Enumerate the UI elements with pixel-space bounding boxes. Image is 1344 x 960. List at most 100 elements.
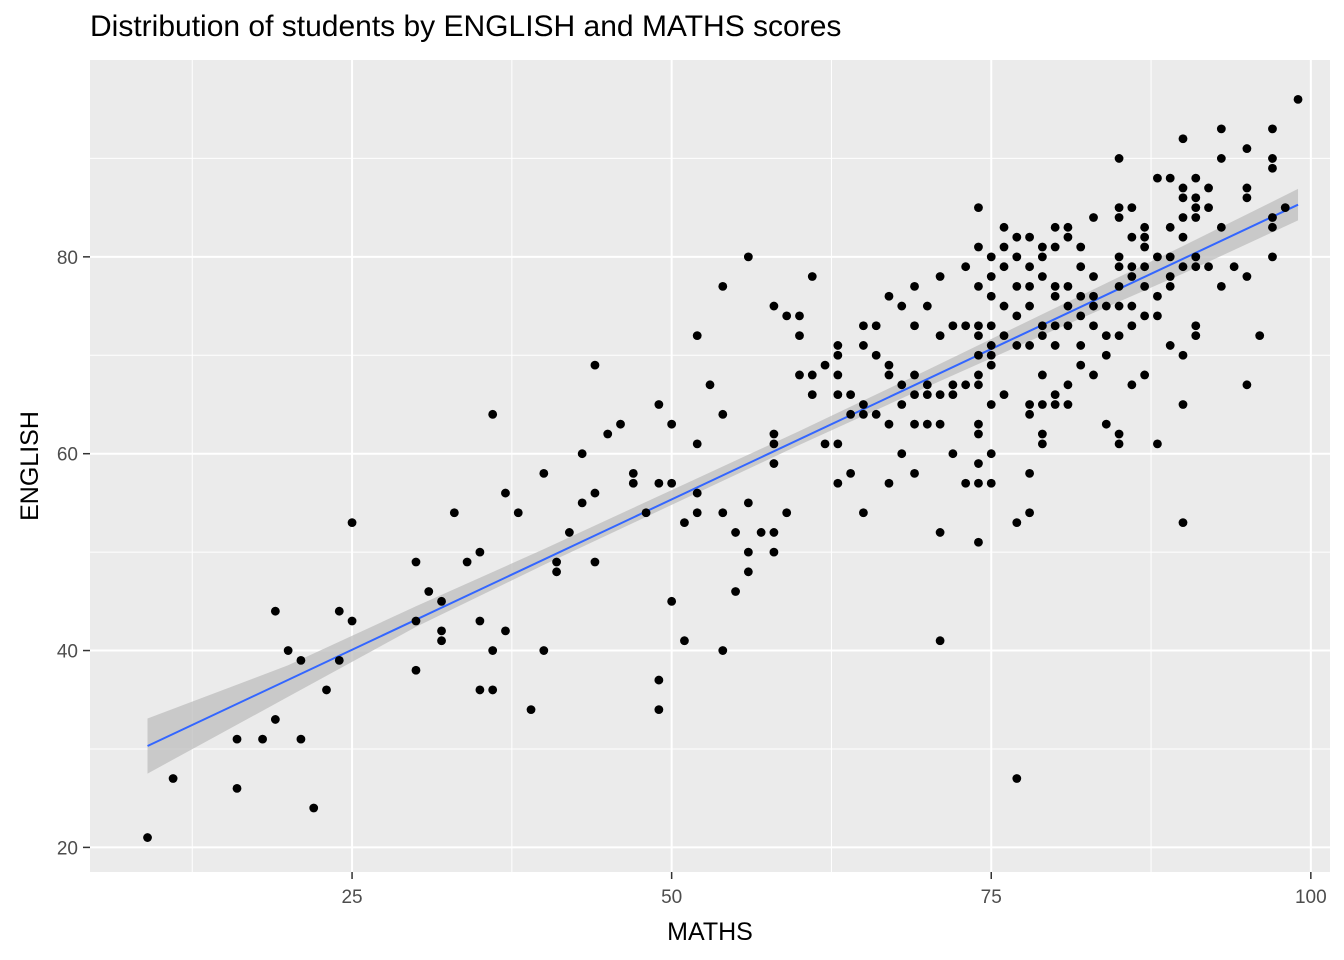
data-point [948,390,958,400]
x-tick-label: 100 [1295,887,1327,908]
data-point [475,685,485,695]
data-point [1178,400,1188,409]
data-point [884,291,894,301]
data-point [1025,409,1034,419]
data-point [1037,321,1047,331]
data-point [743,498,753,508]
data-point [1025,508,1034,518]
data-point [1050,341,1060,350]
data-points [143,94,1303,842]
data-point [232,734,242,744]
data-point [1089,213,1098,222]
data-point [871,350,881,360]
data-point [897,301,907,311]
data-point [935,636,945,646]
data-point [1268,222,1277,232]
data-point [1114,439,1124,449]
y-tick-label: 80 [57,248,78,269]
data-point [1037,242,1047,252]
data-point [1050,291,1060,301]
data-point [1050,400,1060,409]
data-point [1025,232,1034,242]
data-point [1012,281,1022,291]
data-point [935,272,945,281]
y-axis-title: ENGLISH [16,411,44,521]
data-point [1165,173,1175,183]
data-point [846,468,856,478]
data-point [347,616,357,626]
data-point [910,390,919,400]
data-point [501,626,510,636]
data-point [1216,222,1226,232]
data-point [1165,272,1175,281]
data-point [590,488,600,498]
data-point [871,409,881,419]
data-point [922,419,932,429]
data-point [1076,242,1086,252]
data-point [437,626,446,636]
data-point [743,547,753,557]
data-point [1140,262,1150,272]
data-point [270,606,280,616]
data-point [667,419,677,429]
data-point [1191,173,1201,183]
data-point [296,655,306,665]
data-point [1089,321,1098,331]
data-point [539,468,549,478]
data-point [986,321,996,331]
data-point [1140,222,1150,232]
data-point [411,616,421,626]
data-point [1178,232,1188,242]
data-point [1114,213,1124,222]
data-point [1127,262,1137,272]
y-tick-label: 20 [57,838,78,859]
data-point [910,370,919,380]
data-point [1178,350,1188,360]
data-point [1025,301,1034,311]
data-point [935,528,945,537]
data-point [1076,360,1086,370]
data-point [1037,400,1047,409]
data-point [922,380,932,390]
data-point [1127,232,1137,242]
minor-gridlines [90,60,1330,872]
data-point [1089,291,1098,301]
data-point [986,252,996,262]
data-point [654,675,664,685]
data-point [935,419,945,429]
data-point [756,528,766,537]
data-point [1140,232,1150,242]
data-point [1025,262,1034,272]
data-point [488,409,498,419]
data-point [1127,301,1137,311]
data-point [1050,242,1060,252]
data-point [999,390,1009,400]
data-point [1216,154,1226,163]
data-point [974,321,983,331]
data-point [577,498,587,508]
data-point [897,449,907,459]
data-point [1165,281,1175,291]
data-point [322,685,331,695]
data-point [1140,370,1150,380]
y-tick-label: 40 [57,642,78,663]
data-point [1280,203,1290,213]
data-point [1216,281,1226,291]
data-point [680,636,689,646]
data-point [270,715,280,724]
data-point [846,390,856,400]
data-point [974,478,983,488]
data-point [411,665,421,675]
data-point [680,518,689,527]
data-point [1127,203,1137,213]
data-point [897,400,907,409]
data-point [1229,262,1239,272]
y-tick-label: 60 [57,445,78,466]
data-point [1242,183,1252,193]
data-point [1076,311,1086,321]
data-point [859,321,868,331]
data-point [1025,281,1034,291]
data-point [1063,281,1073,291]
data-point [1178,213,1188,222]
data-point [820,360,830,370]
